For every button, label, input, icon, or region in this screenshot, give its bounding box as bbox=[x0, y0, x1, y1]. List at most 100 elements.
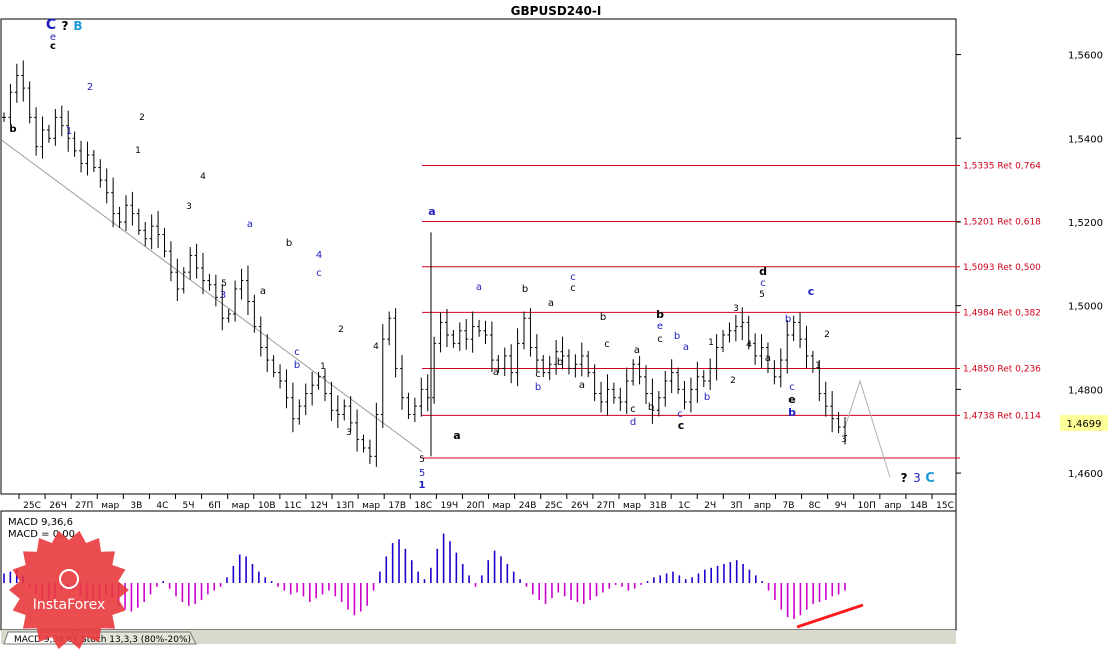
wave-label: 1 bbox=[135, 146, 141, 156]
price-tick-label: 1,5400 bbox=[1068, 134, 1103, 145]
time-tick-label: 15C bbox=[936, 501, 954, 511]
wave-label: a bbox=[579, 380, 585, 391]
last-price-label: 1,4699 bbox=[1067, 419, 1102, 430]
fib-level-label: 1,5335 Ret 0,764 bbox=[963, 161, 1041, 171]
wave-label: b bbox=[648, 402, 654, 413]
time-tick-label: мар bbox=[623, 501, 641, 511]
time-tick-label: мар bbox=[362, 501, 380, 511]
wave-label: 4 bbox=[200, 172, 206, 182]
wave-label: b bbox=[294, 360, 300, 371]
wave-label: c bbox=[535, 369, 541, 380]
wave-label: c bbox=[570, 283, 576, 294]
wave-label: c bbox=[760, 278, 766, 289]
wave-label: 5 bbox=[221, 279, 227, 289]
time-tick-label: 26Ч bbox=[49, 501, 67, 511]
time-tick-label: 25C bbox=[23, 501, 41, 511]
time-tick-label: 2Ч bbox=[704, 501, 716, 511]
wave-label: e bbox=[788, 393, 795, 406]
time-tick-label: 7B bbox=[783, 501, 795, 511]
time-tick-label: 10П bbox=[858, 501, 876, 511]
wave-label: e bbox=[657, 321, 663, 332]
time-tick-label: 10B bbox=[258, 501, 276, 511]
wave-label: b bbox=[535, 382, 541, 393]
fib-level-label: 1,5093 Ret 0,500 bbox=[963, 263, 1041, 273]
time-tick-label: 11C bbox=[284, 501, 302, 511]
wave-label: b bbox=[788, 406, 796, 419]
wave-label: c bbox=[294, 347, 300, 358]
wave-label: ? bbox=[901, 471, 908, 485]
wave-label: b bbox=[286, 238, 292, 249]
time-tick-label: 3П bbox=[730, 501, 743, 511]
time-tick-label: мар bbox=[493, 501, 511, 511]
fib-level-label: 1,4738 Ret 0,114 bbox=[963, 411, 1041, 421]
logo-badge bbox=[9, 530, 129, 650]
wave-label: 4 bbox=[373, 342, 379, 352]
time-tick-label: апр bbox=[754, 501, 771, 511]
time-tick-label: 18C bbox=[414, 501, 432, 511]
macd-value: MACD = 0,00 bbox=[8, 529, 75, 540]
time-tick-label: 5Ч bbox=[183, 501, 195, 511]
wave-label: 2 bbox=[139, 113, 145, 123]
time-tick-label: 9Ч bbox=[835, 501, 847, 511]
wave-label: c bbox=[808, 285, 815, 298]
wave-label: 4 bbox=[316, 250, 322, 261]
wave-label: e bbox=[50, 32, 56, 43]
wave-label: 3 bbox=[913, 471, 921, 485]
wave-label: 2 bbox=[338, 325, 344, 335]
wave-label: 2 bbox=[87, 82, 93, 93]
projection-line bbox=[844, 379, 891, 478]
wave-label: 1 bbox=[708, 338, 714, 348]
trend-line bbox=[1, 139, 423, 453]
price-tick-label: 1,4600 bbox=[1068, 469, 1103, 480]
wave-label: c bbox=[604, 339, 610, 350]
price-tick-label: 1,5000 bbox=[1068, 302, 1103, 313]
time-tick-label: апр bbox=[884, 501, 901, 511]
time-tick-label: 8C bbox=[809, 501, 821, 511]
macd-title: MACD 9,36,6 bbox=[8, 517, 73, 528]
time-tick-label: мар bbox=[101, 501, 119, 511]
time-tick-label: 31B bbox=[649, 501, 667, 511]
wave-label: c bbox=[316, 268, 322, 279]
time-tick-label: 6П bbox=[208, 501, 221, 511]
wave-label: b bbox=[557, 357, 563, 368]
wave-label: 3 bbox=[841, 435, 847, 445]
wave-label: d bbox=[630, 417, 636, 428]
time-tick-label: 20П bbox=[466, 501, 484, 511]
time-tick-label: 13П bbox=[336, 501, 354, 511]
price-tick-label: 1,4800 bbox=[1068, 385, 1103, 396]
ohlc-bars bbox=[2, 60, 847, 467]
wave-label: 3 bbox=[346, 428, 352, 438]
price-tick-label: 1,5200 bbox=[1068, 218, 1103, 229]
chart-title: GBPUSD240-I bbox=[511, 4, 602, 18]
time-tick-label: 12Ч bbox=[310, 501, 328, 511]
fib-level-label: 1,4984 Ret 0,382 bbox=[963, 308, 1041, 318]
wave-label: b bbox=[674, 331, 680, 342]
wave-label: a bbox=[548, 298, 554, 309]
time-tick-label: 24B bbox=[519, 501, 537, 511]
wave-label: c bbox=[570, 272, 576, 283]
wave-label: 5 bbox=[419, 455, 425, 465]
trend-lines bbox=[1, 139, 891, 478]
wave-label: c bbox=[50, 41, 56, 52]
wave-label: c bbox=[657, 334, 663, 345]
time-tick-label: 14B bbox=[910, 501, 928, 511]
wave-label: a bbox=[453, 429, 460, 442]
wave-label: b bbox=[9, 124, 16, 135]
wave-label: C bbox=[46, 17, 56, 33]
wave-label: b bbox=[522, 284, 528, 295]
price-tick-label: 1,5600 bbox=[1068, 51, 1103, 62]
wave-label: c bbox=[677, 409, 683, 420]
wave-label: b bbox=[656, 308, 664, 321]
wave-label: 2 bbox=[730, 376, 736, 386]
time-tick-label: 1C bbox=[678, 501, 690, 511]
time-tick-label: 17B bbox=[388, 501, 406, 511]
wave-label: b bbox=[600, 312, 606, 323]
wave-label: d bbox=[759, 265, 767, 278]
wave-label: 1 bbox=[320, 362, 326, 372]
wave-label: c bbox=[678, 419, 685, 432]
wave-label: 4 bbox=[746, 340, 752, 350]
wave-label: 1 bbox=[419, 480, 426, 491]
wave-label: c bbox=[630, 404, 636, 415]
time-tick-label: 3B bbox=[130, 501, 142, 511]
